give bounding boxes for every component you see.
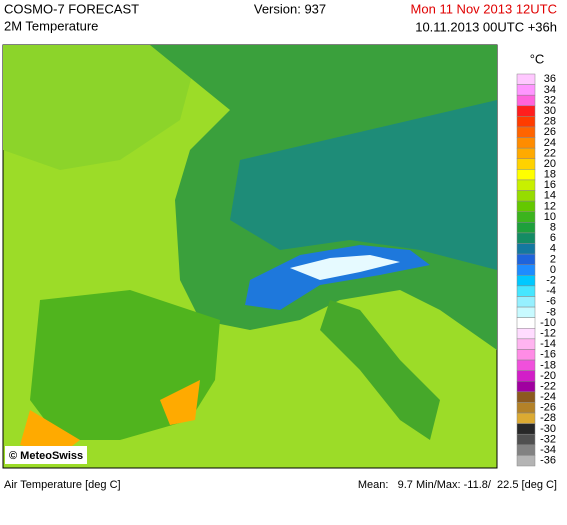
map: © MeteoSwiss (2, 44, 498, 469)
legend-swatch (516, 296, 536, 308)
legend-label: -12 (540, 327, 556, 339)
legend-label: 0 (550, 264, 556, 276)
legend-label: 28 (544, 116, 556, 128)
legend-label: 20 (544, 158, 556, 170)
run-time: 10.11.2013 00UTC +36h (415, 19, 557, 34)
legend-swatch (516, 275, 536, 287)
legend-swatch (516, 359, 536, 371)
legend-label: 14 (544, 190, 556, 202)
legend-swatch (516, 169, 536, 181)
legend-label: -36 (540, 455, 556, 467)
legend-swatch (516, 243, 536, 255)
legend-swatch (516, 285, 536, 297)
legend-label: -18 (540, 359, 556, 371)
legend-label: -16 (540, 349, 556, 361)
lowland (230, 100, 497, 270)
legend-swatch (516, 433, 536, 446)
legend-swatch (516, 73, 536, 85)
legend-label: 8 (550, 222, 556, 234)
legend-label: -28 (540, 412, 556, 424)
legend-label: 34 (544, 84, 556, 96)
legend-label: 16 (544, 179, 556, 191)
legend-swatch (516, 190, 536, 202)
legend-swatch (516, 349, 536, 361)
legend-swatch (516, 116, 536, 128)
legend-swatch (516, 179, 536, 191)
legend-swatch (516, 84, 536, 96)
legend-swatch (516, 200, 536, 212)
warm-area (20, 380, 200, 455)
legend-swatch (516, 232, 536, 244)
legend-label: 30 (544, 105, 556, 117)
legend-swatch (516, 94, 536, 107)
legend-label: -32 (540, 433, 556, 445)
legend-unit: °C (530, 51, 545, 66)
field: 2M Temperature (4, 18, 98, 33)
legend-label: -10 (540, 317, 556, 329)
legend-label: 36 (544, 73, 556, 85)
legend-label: 12 (544, 200, 556, 212)
legend-swatch (516, 222, 536, 234)
legend-swatch (516, 412, 536, 424)
legend: 363432302826242220181614121086420-2-4-6-… (516, 73, 556, 467)
legend-swatch (516, 158, 536, 170)
italy (320, 300, 440, 440)
alps-snow (290, 255, 400, 280)
valid-time: Mon 11 Nov 2013 12UTC (411, 1, 557, 16)
legend-swatch (516, 391, 536, 403)
legend-swatch (516, 328, 536, 340)
legend-label: -22 (540, 380, 556, 392)
credit-box (5, 446, 87, 464)
legend-swatch (516, 105, 536, 117)
credit: © MeteoSwiss (9, 450, 83, 462)
legend-label: -14 (540, 338, 556, 350)
legend-swatch (516, 423, 536, 435)
legend-swatch (516, 455, 536, 467)
legend-label: -8 (546, 306, 556, 318)
legend-label: 24 (544, 137, 556, 149)
legend-swatch (516, 253, 536, 265)
footer-variable: Air Temperature [deg C] (4, 479, 121, 491)
legend-label: -20 (540, 370, 556, 382)
legend-swatch (516, 370, 536, 382)
legend-label: 6 (550, 232, 556, 244)
legend-label: 26 (544, 126, 556, 138)
footer-stats: Mean: 9.7 Min/Max: -11.8/ 22.5 [deg C] (358, 479, 557, 491)
legend-label: -24 (540, 391, 556, 403)
legend-label: 4 (550, 243, 556, 255)
legend-swatch (516, 264, 536, 276)
legend-swatch (516, 338, 536, 350)
legend-label: -26 (540, 402, 556, 414)
version: Version: 937 (254, 1, 326, 16)
legend-label: 2 (550, 253, 556, 265)
legend-swatch (516, 147, 536, 160)
legend-label: -2 (546, 275, 556, 287)
legend-label: 32 (544, 94, 556, 106)
legend-swatch (516, 317, 536, 329)
sea (3, 45, 200, 170)
legend-label: 22 (544, 147, 556, 159)
legend-swatch (516, 126, 536, 138)
legend-label: -6 (546, 296, 556, 308)
legend-label: -34 (540, 444, 556, 456)
legend-label: -4 (546, 285, 556, 297)
legend-swatch (516, 137, 536, 149)
legend-swatch (516, 444, 536, 456)
legend-label: -30 (540, 423, 556, 435)
product: COSMO-7 FORECAST (4, 1, 139, 16)
legend-swatch (516, 211, 536, 223)
legend-swatch (516, 306, 536, 318)
legend-swatch (516, 402, 536, 414)
legend-label: 10 (544, 211, 556, 223)
legend-label: 18 (544, 169, 556, 181)
legend-swatch (516, 380, 536, 393)
